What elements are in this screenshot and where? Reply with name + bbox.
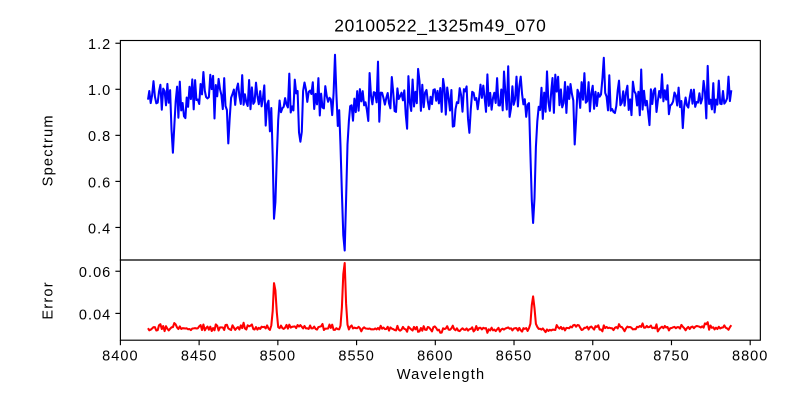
svg-text:8450: 8450 [181, 349, 217, 365]
svg-text:1.2: 1.2 [88, 37, 111, 53]
svg-text:8800: 8800 [732, 349, 768, 365]
svg-text:8750: 8750 [653, 349, 689, 365]
svg-text:8650: 8650 [496, 349, 532, 365]
svg-text:Wavelength: Wavelength [397, 367, 486, 383]
svg-text:8550: 8550 [338, 349, 374, 365]
svg-text:20100522_1325m49_070: 20100522_1325m49_070 [334, 15, 546, 35]
svg-text:0.6: 0.6 [88, 175, 111, 191]
svg-text:8700: 8700 [575, 349, 611, 365]
svg-text:0.8: 0.8 [88, 129, 111, 145]
svg-text:8400: 8400 [102, 349, 138, 365]
svg-text:Error: Error [40, 281, 56, 319]
svg-text:8500: 8500 [260, 349, 296, 365]
svg-text:8600: 8600 [417, 349, 453, 365]
svg-text:1.0: 1.0 [88, 83, 111, 99]
svg-text:0.06: 0.06 [79, 265, 111, 281]
svg-text:Spectrum: Spectrum [40, 114, 56, 186]
svg-text:0.04: 0.04 [79, 307, 111, 323]
svg-text:0.4: 0.4 [88, 221, 111, 237]
